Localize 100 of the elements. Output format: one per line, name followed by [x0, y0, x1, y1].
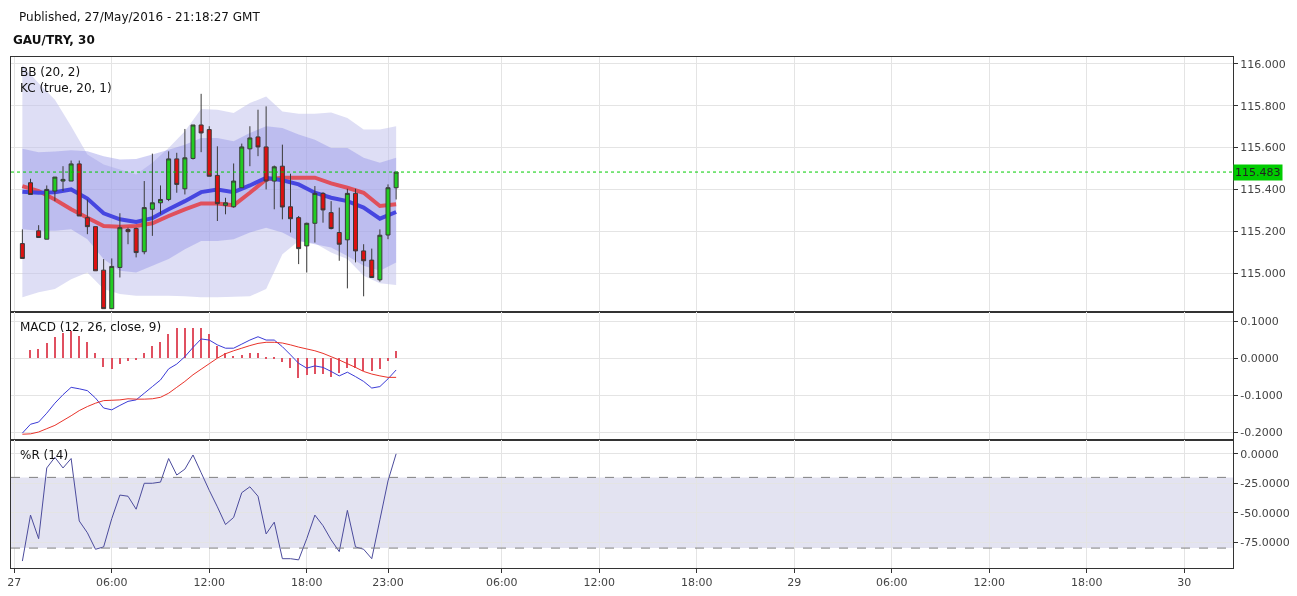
candlestick — [182, 128, 188, 195]
bar — [143, 353, 145, 358]
bar — [54, 337, 56, 358]
x-tick-label: 18:00 — [290, 576, 323, 590]
candlestick — [109, 257, 115, 310]
candlestick — [174, 152, 180, 194]
y-tick-label: 115.200 — [1240, 225, 1286, 239]
bar — [176, 328, 178, 358]
y-tick-label: -75.0000 — [1240, 536, 1290, 550]
bar — [322, 358, 324, 374]
x-tick-label: 06:00 — [95, 576, 128, 590]
bar — [338, 358, 340, 373]
bar — [111, 358, 113, 369]
candlestick — [141, 180, 147, 255]
y-tick-label: -0.1000 — [1240, 388, 1283, 402]
bar — [257, 353, 259, 358]
candlestick — [198, 93, 204, 153]
candlestick — [84, 198, 90, 235]
annotation: KC (true, 20, 1) — [20, 81, 112, 95]
y-tick-label: 115.600 — [1240, 141, 1286, 155]
y-tick-label: 0.1000 — [1240, 315, 1279, 329]
y-tick-label: -50.0000 — [1240, 506, 1290, 520]
bar — [192, 328, 194, 358]
candlestick — [93, 226, 98, 272]
candlestick — [158, 184, 163, 215]
x-tick-label: 30 — [1177, 576, 1192, 590]
candlestick — [68, 160, 74, 182]
candlestick — [369, 248, 375, 278]
x-tick-label: 27 — [7, 576, 22, 590]
x-tick-label: 18:00 — [680, 576, 713, 590]
x-tick-label: 06:00 — [875, 576, 908, 590]
bar — [94, 353, 96, 358]
annotation: BB (20, 2) — [20, 65, 81, 79]
candlestick — [239, 143, 245, 189]
candlestick — [166, 150, 172, 202]
bar — [102, 358, 104, 367]
chart-title: GAU/TRY, 30 — [13, 33, 95, 48]
bar — [387, 358, 389, 361]
candlestick — [125, 227, 131, 245]
candlestick — [206, 125, 212, 177]
text: %R (14) — [20, 448, 69, 462]
x-tick-label: 18:00 — [1070, 576, 1103, 590]
y-tick-label: 0.0000 — [1240, 352, 1279, 366]
candlestick — [190, 124, 196, 160]
bar — [289, 358, 291, 368]
bar — [200, 328, 202, 358]
candlestick — [296, 215, 302, 265]
bar — [127, 358, 129, 361]
candlestick — [36, 224, 42, 239]
candlestick — [361, 243, 367, 297]
candlestick — [19, 228, 25, 259]
bar — [29, 350, 31, 358]
candlestick — [117, 212, 123, 278]
x-tick-label: 23:00 — [372, 576, 404, 590]
ref-line-label: 115.483 — [1235, 166, 1281, 179]
candlestick — [336, 207, 342, 262]
y-tick-label: 115.800 — [1240, 99, 1286, 113]
bar — [249, 353, 251, 358]
x-tick-label: 12:00 — [973, 576, 1006, 590]
text: MACD (12, 26, close, 9) — [20, 320, 162, 334]
candlestick — [231, 162, 237, 209]
bar — [371, 358, 373, 371]
candlestick — [279, 144, 285, 220]
candlestick — [44, 184, 50, 240]
x-tick-label: 29 — [787, 576, 802, 590]
bar — [379, 358, 381, 369]
bar — [241, 355, 243, 358]
candlestick — [28, 178, 33, 195]
candlestick — [271, 165, 277, 210]
bar — [216, 346, 218, 358]
candlestick — [263, 105, 269, 190]
x-tick-label: 06:00 — [485, 576, 518, 590]
candlestick — [304, 222, 310, 273]
candlestick — [223, 197, 228, 215]
bar — [346, 358, 348, 368]
y-tick-label: -0.2000 — [1240, 425, 1283, 439]
bar — [281, 358, 283, 362]
bar — [46, 343, 48, 358]
bar — [62, 333, 64, 358]
bar — [208, 334, 210, 358]
candlestick — [149, 153, 155, 237]
y-tick-label: 116.000 — [1240, 57, 1286, 71]
candlestick — [393, 171, 399, 200]
bar — [151, 346, 153, 358]
bar — [78, 336, 80, 358]
y-tick-label: 115.000 — [1240, 266, 1286, 280]
bar — [119, 358, 121, 364]
candlestick — [247, 125, 253, 167]
candlestick — [312, 185, 318, 244]
candlestick — [288, 173, 293, 234]
bar — [330, 358, 332, 377]
bar — [37, 349, 39, 358]
candlestick — [76, 160, 82, 217]
y-tick-label: -25.0000 — [1240, 477, 1290, 491]
bar — [167, 334, 169, 358]
bar — [362, 358, 364, 371]
candlestick — [344, 188, 350, 289]
candlestick — [320, 191, 326, 224]
bar — [297, 358, 299, 378]
candlestick — [60, 165, 66, 192]
